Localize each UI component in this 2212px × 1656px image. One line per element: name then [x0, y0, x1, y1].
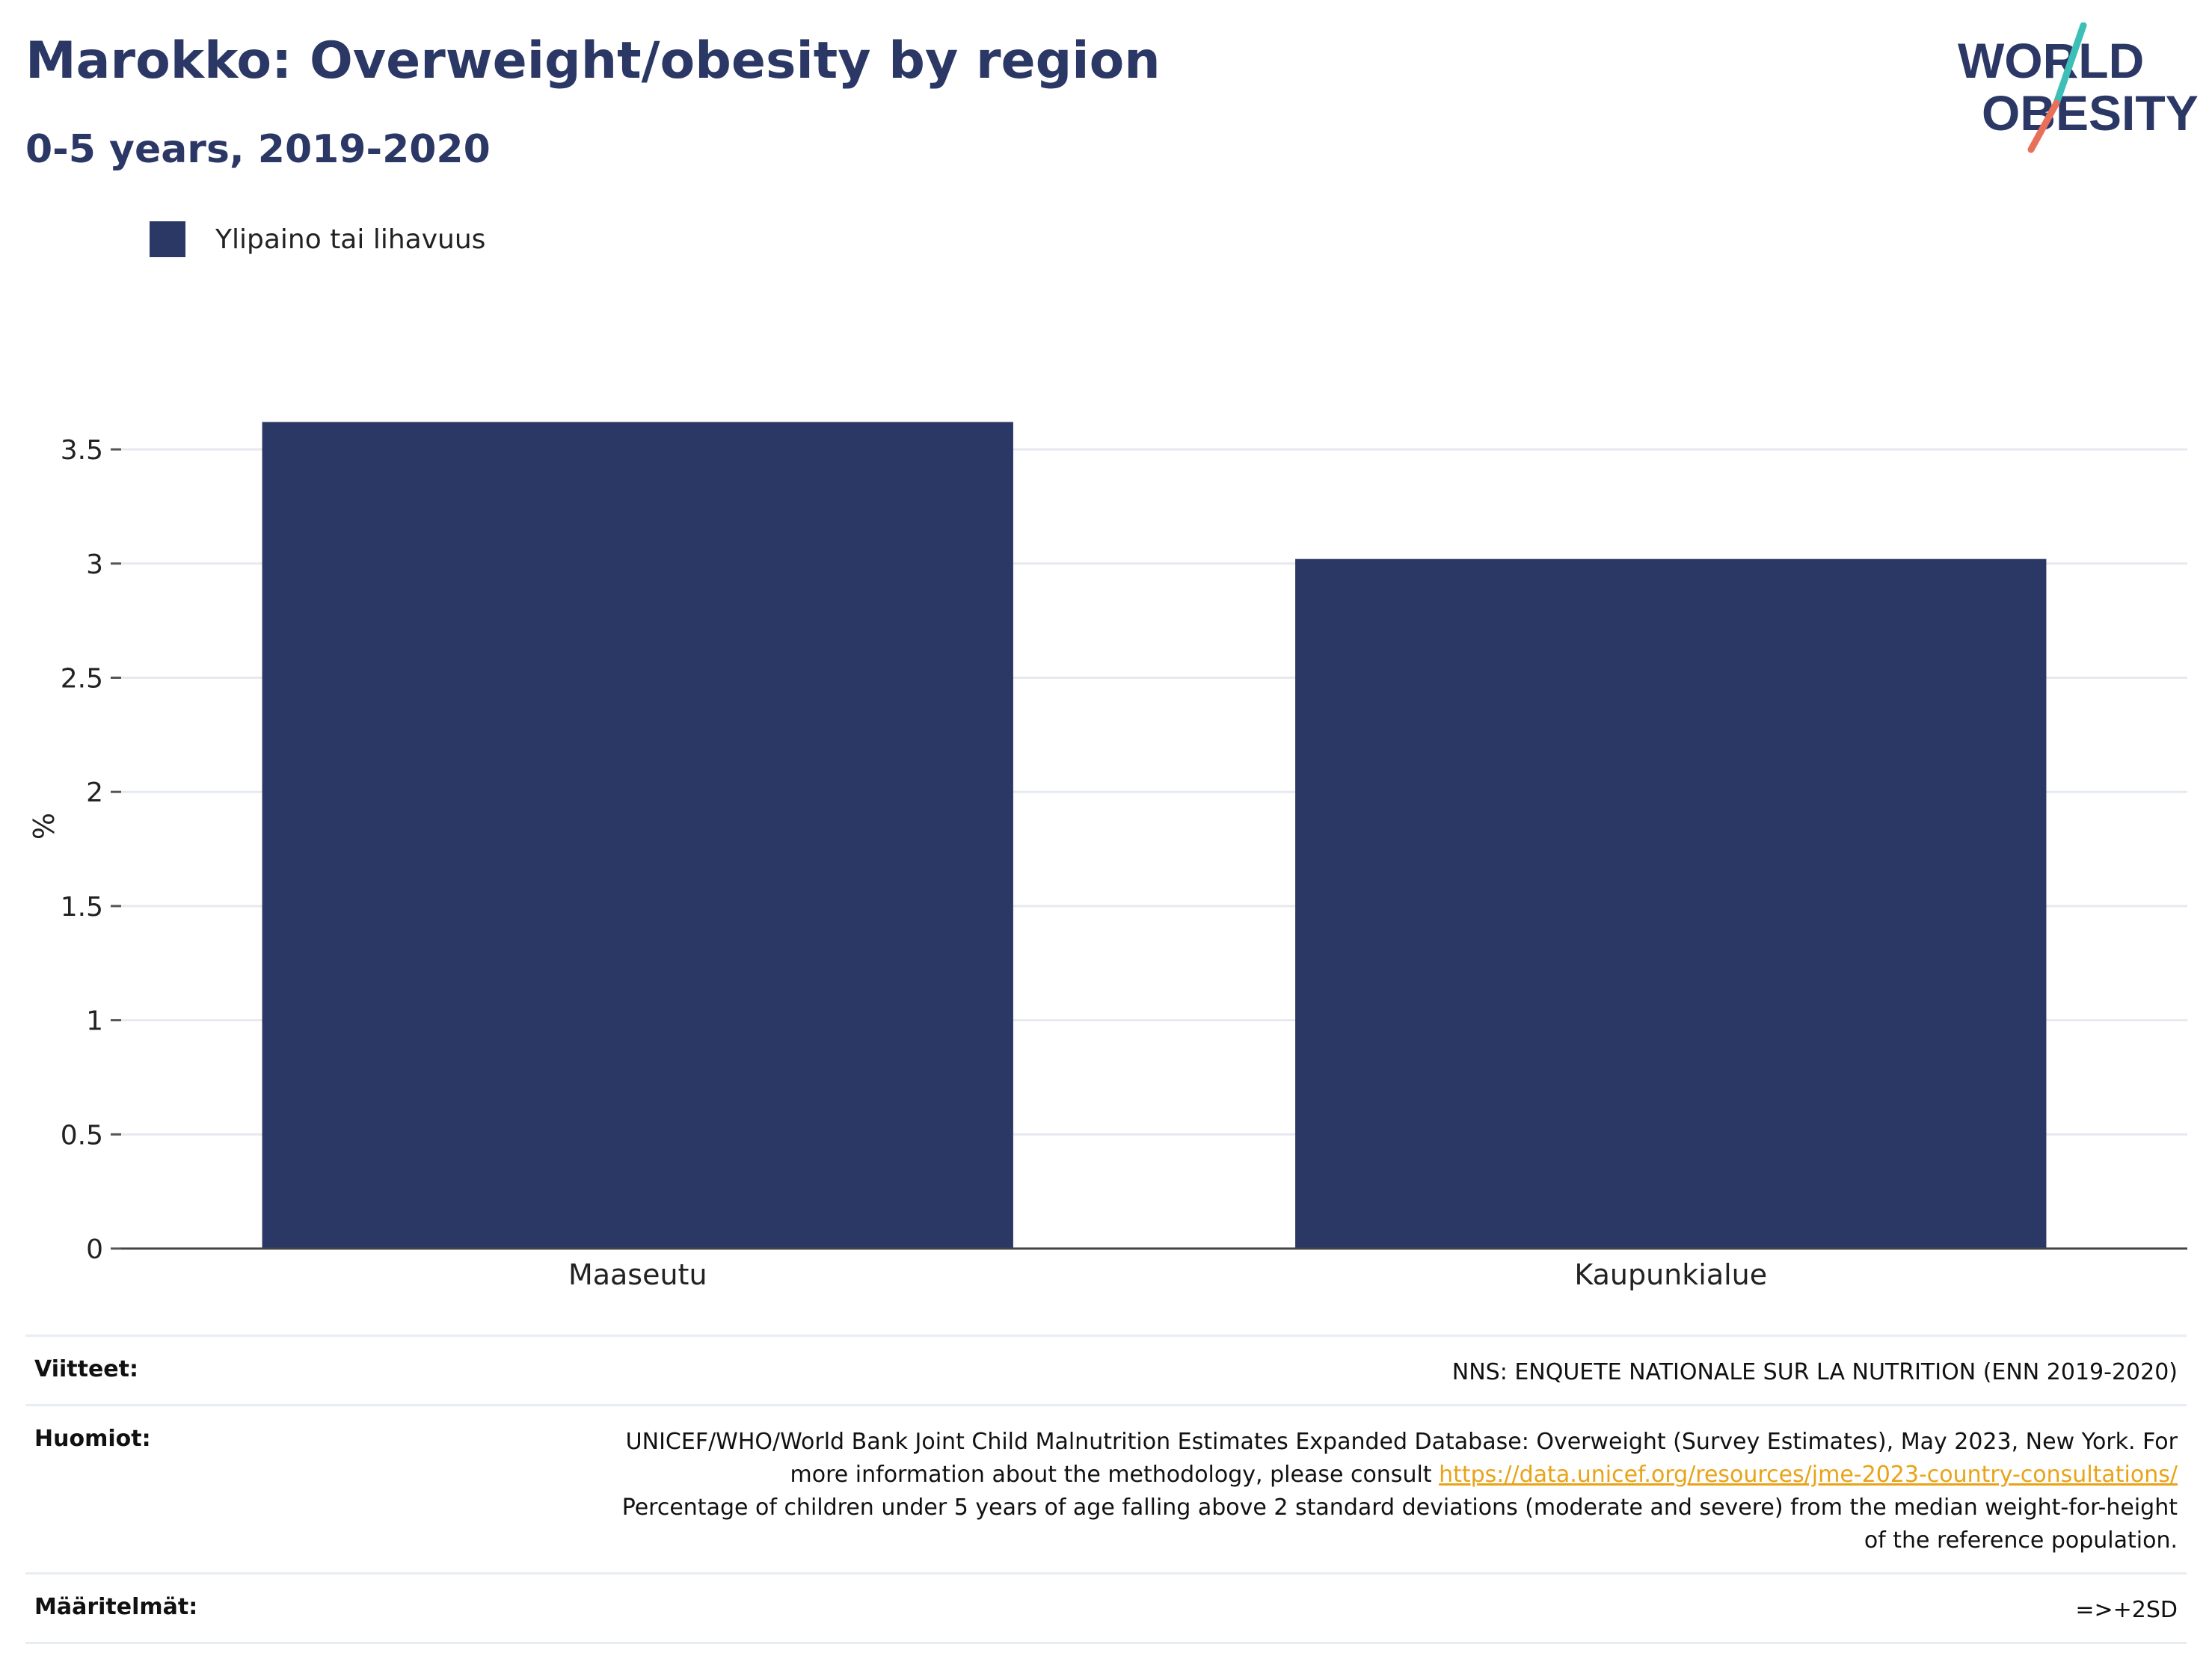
logo-slash-teal — [2053, 22, 2087, 107]
remarks-text-2: Percentage of children under 5 years of … — [621, 1495, 2178, 1554]
legend-swatch — [150, 221, 185, 257]
bar — [1295, 558, 2047, 1249]
y-tick-label: 2 — [86, 778, 103, 808]
references-row: Viitteet: NNS: ENQUETE NATIONALE SUR LA … — [25, 1335, 2187, 1404]
chart-title: Marokko: Overweight/obesity by region — [25, 31, 1161, 90]
y-tick-label: 0 — [86, 1234, 103, 1265]
chart-subtitle: 0-5 years, 2019-2020 — [25, 127, 491, 172]
x-tick-label: Kaupunkialue — [1574, 1258, 1767, 1291]
definitions-row: Määritelmät: =>+2SD — [25, 1572, 2187, 1644]
definitions-label: Määritelmät: — [34, 1594, 198, 1620]
legend-label: Ylipaino tai lihavuus — [215, 224, 486, 255]
y-tick-label: 2.5 — [61, 663, 103, 694]
definitions-value: =>+2SD — [2075, 1597, 2178, 1623]
bar-chart: 0 0.5 1 1.5 2 2.5 3 3.5% Maaseutu Kaupunkialue — [28, 422, 2187, 1291]
references-value: NNS: ENQUETE NATIONALE SUR LA NUTRITION … — [1451, 1359, 2178, 1385]
y-tick-label: 1 — [86, 1006, 103, 1037]
bar — [262, 422, 1013, 1249]
methodology-link[interactable]: https://data.unicef.org/resources/jme-20… — [1439, 1462, 2178, 1488]
y-tick-label: 3 — [86, 550, 103, 580]
logo-text-world: WORLD — [1958, 33, 2144, 88]
y-axis-label: % — [28, 813, 61, 840]
remarks-text: UNICEF/WHO/World Bank Joint Child Malnut… — [625, 1429, 2178, 1488]
notes-table: Viitteet: NNS: ENQUETE NATIONALE SUR LA … — [25, 1335, 2187, 1644]
y-tick-label: 3.5 — [61, 435, 103, 466]
world-obesity-logo: WORLD OBESITY — [1958, 22, 2199, 153]
logo-text-obesity: OBESITY — [1982, 85, 2199, 141]
references-label: Viitteet: — [34, 1356, 138, 1382]
y-tick-label: 1.5 — [61, 892, 103, 923]
remarks-label: Huomiot: — [34, 1426, 151, 1452]
logo-slash-coral — [2027, 99, 2060, 153]
remarks-value: UNICEF/WHO/World Bank Joint Child Malnut… — [607, 1426, 2178, 1557]
remarks-row: Huomiot: UNICEF/WHO/World Bank Joint Chi… — [25, 1404, 2187, 1572]
x-tick-label: Maaseutu — [568, 1258, 707, 1291]
chart-legend: Ylipaino tai lihavuus — [150, 221, 485, 257]
y-tick-label: 0.5 — [61, 1120, 103, 1151]
